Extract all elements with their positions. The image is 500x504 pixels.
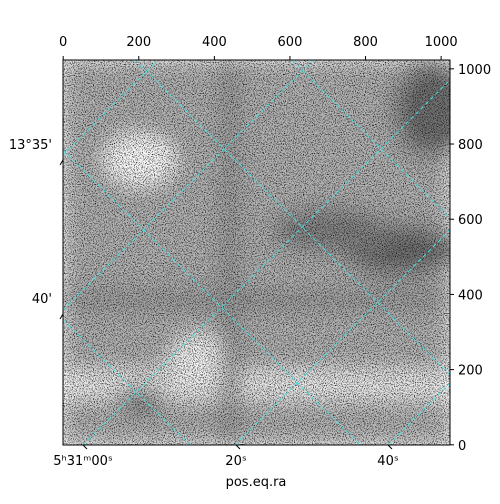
y-tick-label: 0: [458, 439, 466, 454]
y-tick-label: 400: [458, 288, 483, 303]
dec-tick: [59, 313, 64, 320]
y-tick-label: 200: [458, 364, 483, 379]
ra-tick-label: 20ˢ: [225, 454, 247, 469]
ra-tick: [387, 444, 393, 450]
x-tick-label: 600: [278, 35, 303, 50]
sky-image: [63, 60, 450, 445]
dec-tick-label: 40': [32, 292, 52, 307]
x-tick-label: 1000: [425, 35, 458, 50]
dec-tick: [59, 159, 64, 166]
ra-tick: [235, 444, 241, 450]
x-tick-label: 0: [59, 35, 67, 50]
x-tick-label: 800: [353, 35, 378, 50]
y-tick-label: 1000: [458, 63, 491, 78]
x-axis-label: pos.eq.ra: [226, 475, 287, 490]
y-tick-label: 800: [458, 138, 483, 153]
x-tick-label: 400: [202, 35, 227, 50]
dec-tick-label: 13°35': [9, 138, 52, 153]
ra-tick: [82, 444, 88, 450]
ra-tick-label: 40ˢ: [377, 454, 399, 469]
ra-tick-label: 5ʰ31ᵐ00ˢ: [53, 454, 113, 469]
y-tick-label: 600: [458, 213, 483, 228]
frame: [62, 59, 451, 446]
x-tick-label: 200: [126, 35, 151, 50]
